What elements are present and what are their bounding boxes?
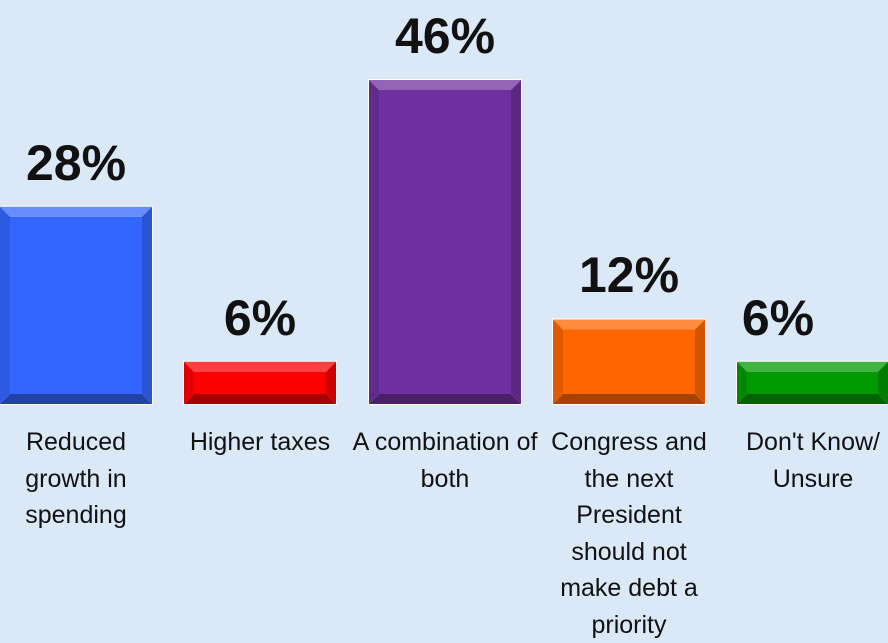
bar-bevel-top (0, 206, 152, 217)
bar-bevel-right (878, 361, 888, 404)
bar-bevel-left (369, 80, 379, 404)
bar-bevel-top (369, 80, 521, 90)
category-label: Higher taxes (189, 428, 331, 456)
bar-value-label: 28% (25, 134, 127, 191)
bar-4 (736, 360, 888, 405)
bar-bevel-right (511, 80, 521, 404)
bar-face (10, 216, 142, 394)
bar-3 (552, 318, 706, 405)
bar-bevel-bottom (0, 394, 152, 404)
bar-bevel-left (737, 361, 747, 404)
bar-face (379, 90, 511, 394)
bar-bevel-right (695, 319, 705, 404)
bar-face (194, 371, 326, 394)
bar-bevel-right (326, 361, 336, 404)
bar-value-label: 6% (741, 289, 815, 346)
bar-bevel-bottom (553, 394, 705, 404)
bar-2 (368, 79, 522, 405)
category-label: Reduced growth in spending (25, 428, 127, 529)
bar-bevel-left (553, 319, 563, 404)
bar-bevel-bottom (737, 394, 888, 404)
bar-bevel-top (184, 361, 336, 372)
bar-0 (0, 205, 153, 405)
bar-bevel-bottom (369, 394, 521, 404)
bar-bevel-right (142, 206, 152, 404)
bar-bevel-bottom (184, 394, 336, 404)
bar-bevel-top (553, 319, 705, 330)
category-label: A combination of both (352, 428, 538, 493)
category-label: Congress and the next President should n… (551, 428, 707, 639)
bar-face (563, 329, 695, 394)
bar-value-label: 6% (223, 289, 297, 346)
bar-face (747, 371, 878, 394)
bar-1 (183, 360, 337, 405)
bar-bevel-left (0, 206, 10, 404)
bar-bevel-left (184, 361, 194, 404)
bar-bevel-top (737, 361, 888, 372)
bar-value-label: 46% (394, 8, 496, 64)
category-label: Don't Know/ Unsure (745, 428, 880, 493)
bar-value-label: 12% (578, 247, 680, 304)
